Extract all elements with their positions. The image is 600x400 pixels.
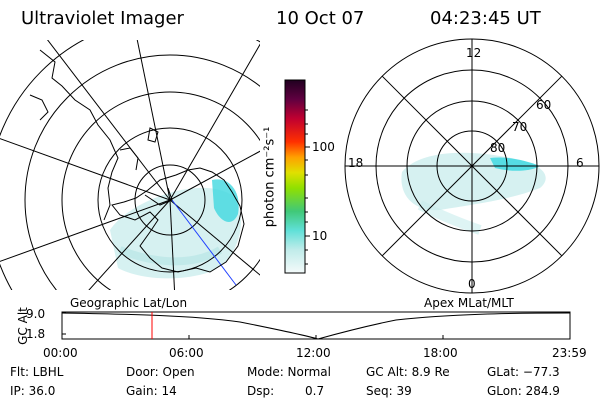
mlt-label-18: 18 [348, 156, 364, 170]
coastline [29, 49, 245, 273]
xtick-2359: 23:59 [552, 346, 587, 360]
colorbar-unit-label: photon cm⁻²s⁻¹ [262, 126, 278, 228]
glat-readout: GLat: −77.3 [487, 365, 560, 379]
colorbar-ticks [305, 109, 310, 265]
geographic-map [0, 40, 260, 290]
mlat-label-60: 60 [536, 98, 552, 112]
xtick-1200: 12:00 [296, 346, 331, 360]
altitude-ytick-high: 9.0 [26, 307, 46, 321]
altitude-curve [61, 312, 571, 340]
dsp-value: 0.7 [305, 384, 325, 398]
magnetic-map [344, 38, 600, 294]
gc-alt-readout: GC Alt: 8.9 Re [366, 365, 450, 379]
gain-readout: Gain: 14 [126, 384, 177, 398]
colorbar-tick-10: 10 [312, 229, 328, 243]
colorbar-tick-100: 100 [312, 140, 335, 154]
app-title: Ultraviolet Imager [21, 8, 184, 29]
mlt-label-6: 6 [576, 156, 584, 170]
latitude-grid [0, 40, 260, 290]
altitude-plot [61, 311, 571, 340]
right-map-caption: Apex MLat/MLT [424, 296, 514, 310]
seq-readout: Seq: 39 [366, 384, 412, 398]
xtick-0600: 06:00 [169, 346, 204, 360]
mlat-label-80: 80 [490, 141, 506, 155]
colorbar [284, 79, 306, 274]
meridian-grid [0, 40, 260, 290]
altitude-plot-frame [61, 311, 571, 340]
mlat-label-70: 70 [512, 120, 528, 134]
altitude-ytick-low: 1.8 [26, 327, 46, 341]
left-map-caption: Geographic Lat/Lon [70, 296, 188, 310]
door-readout: Door: Open [126, 365, 195, 379]
mode-readout: Mode: Normal [247, 365, 331, 379]
ip-readout: IP: 36.0 [10, 384, 56, 398]
xtick-1800: 18:00 [423, 346, 458, 360]
glon-readout: GLon: 284.9 [487, 384, 560, 398]
terminator-line [171, 199, 237, 286]
header-date: 10 Oct 07 [276, 8, 365, 29]
aurora-glow-left [110, 179, 241, 279]
xtick-0000: 00:00 [43, 346, 78, 360]
filter-readout: Flt: LBHL [10, 365, 64, 379]
mlt-label-12: 12 [466, 46, 482, 60]
dsp-label: Dsp: [247, 384, 275, 398]
header-time: 04:23:45 UT [430, 8, 541, 29]
mlt-label-0: 0 [468, 277, 476, 291]
